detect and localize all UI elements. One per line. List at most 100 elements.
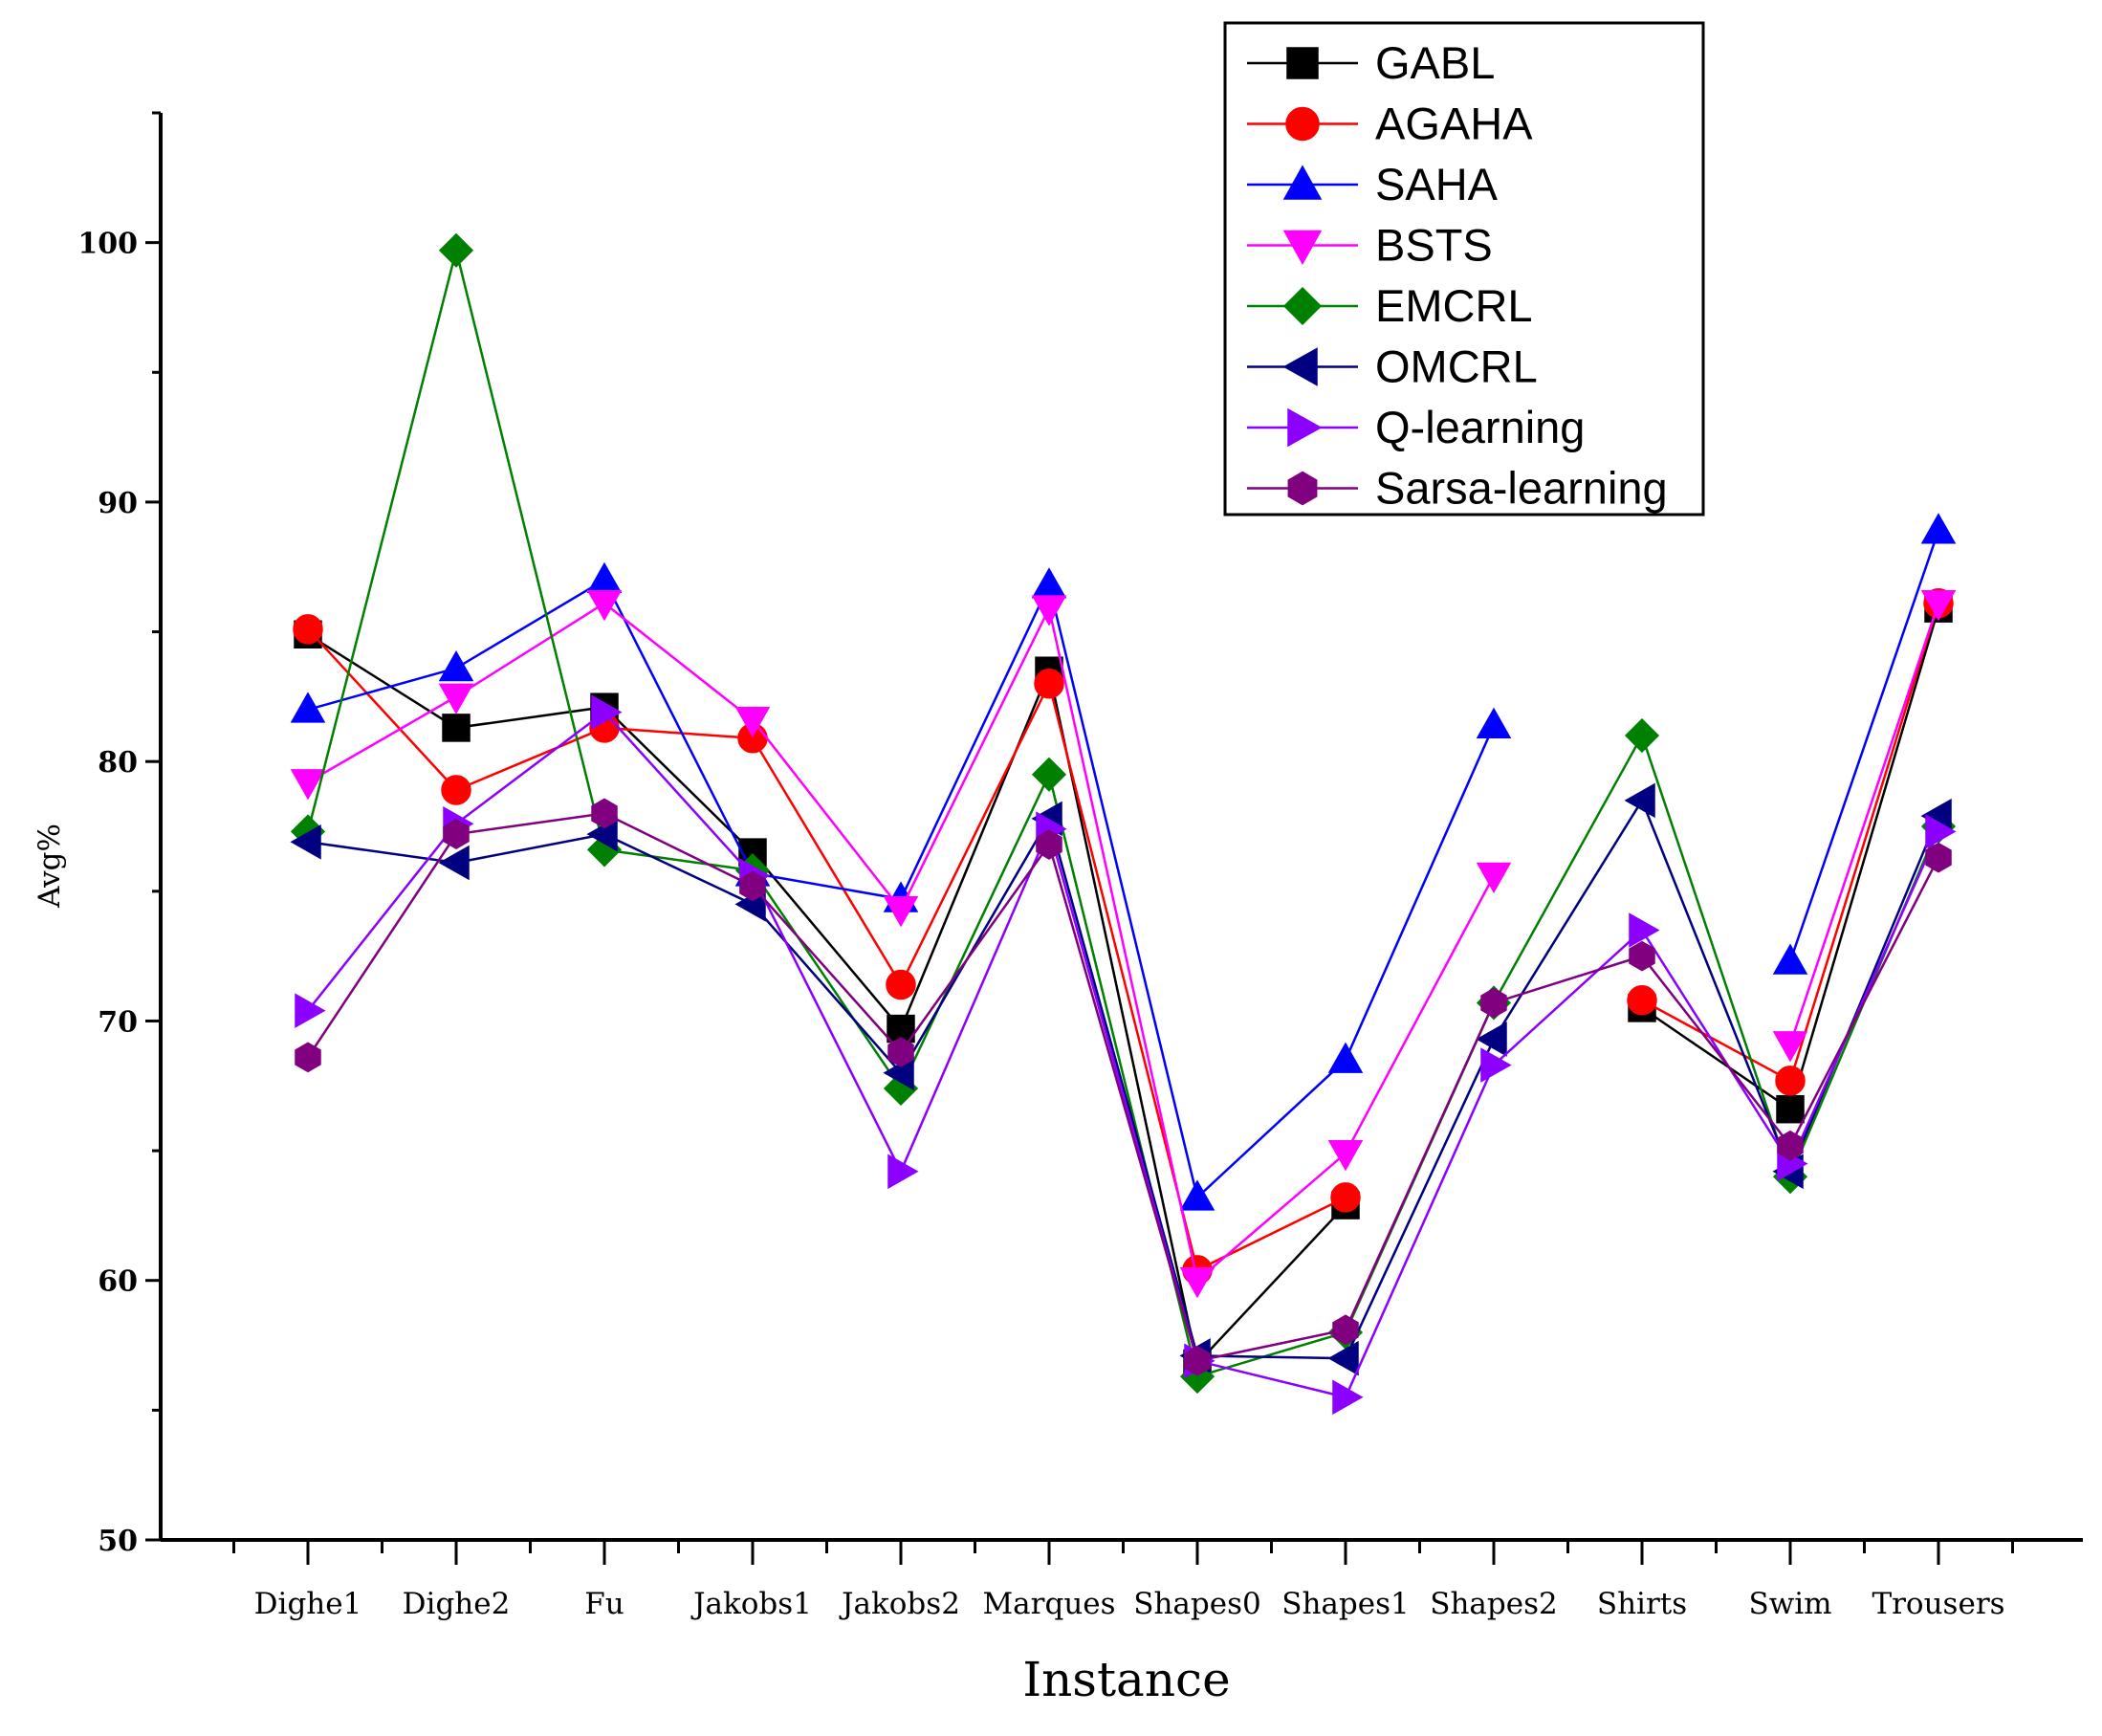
x-tick-label: Jakobs2 [839,1587,960,1621]
legend-marker [1282,347,1318,386]
legend-label: BSTS [1375,220,1493,271]
data-point [1330,1182,1361,1213]
data-point [438,845,470,881]
legend-label: Q-learning [1375,402,1585,452]
series-layer [290,232,1957,1416]
data-point [586,561,623,594]
x-tick-label: Dighe2 [403,1587,511,1621]
data-point [1772,943,1808,975]
data-point [295,993,326,1028]
data-point [438,650,474,682]
data-point [591,694,623,730]
legend: GABL AGAHA SAHA BSTS EMCRL OMCRL Q-learning Sar… [1223,21,1705,516]
series-sarsa-learning [295,798,1952,1376]
legend-label: SAHA [1375,159,1499,209]
y-tick-label: 70 [98,1005,138,1039]
series-line [306,812,1940,1363]
y-tick-label: 90 [98,487,138,520]
x-tick-label: Shirts [1597,1587,1687,1621]
series-line [307,798,1940,1360]
data-point [1179,1266,1215,1299]
x-tick-label: Shapes1 [1281,1587,1410,1621]
legend-item: OMCRL [1247,341,1538,392]
data-point [1480,1047,1512,1083]
data-point [1920,589,1957,622]
data-point [734,707,771,738]
series-bsts [290,589,1957,1299]
data-point [1627,985,1657,1016]
x-tick-label: Dighe1 [254,1587,362,1621]
data-point [739,870,766,902]
data-point [1031,567,1067,599]
data-point [887,1154,919,1190]
data-point [1036,829,1062,860]
data-point [591,798,618,829]
data-point [886,969,916,1000]
data-point [438,683,474,714]
series-line [306,250,1940,1378]
data-point [1332,1379,1364,1416]
legend-marker [1282,286,1323,326]
data-point [1777,1130,1804,1161]
x-tick-label: Shapes2 [1430,1587,1558,1621]
series-omcrl [290,782,1952,1376]
data-point [1624,782,1655,819]
series-line [1788,530,1940,962]
axes: 50 60 70 80 90 100 Dighe1 Dighe2 Fu Jakobs1 Jakobs… [77,111,2083,1621]
series-line [1788,603,1940,1045]
legend-label: Sarsa-learning [1375,463,1668,514]
data-point [1925,814,1957,849]
legend-marker [1286,47,1319,79]
data-point [1031,595,1067,626]
series-line [1641,603,1940,1083]
series-gabl [294,594,1953,1378]
data-point [1629,912,1660,948]
data-point [1775,1066,1806,1096]
data-point [1476,1022,1507,1057]
data-point [443,819,470,849]
legend-marker [1285,106,1320,142]
legend-item: SAHA [1247,159,1499,209]
data-point [290,824,321,860]
y-tick-label: 50 [98,1525,138,1558]
x-tick-label: Shapes0 [1133,1587,1261,1621]
data-point [438,232,474,268]
x-tick-label: Swim [1748,1587,1831,1621]
legend-marker [1287,407,1323,448]
data-point [1772,1031,1808,1063]
data-point [1776,1094,1805,1124]
y-tick-label: 80 [98,746,138,780]
data-point [295,1042,321,1073]
series-agaha [293,587,1954,1286]
x-tick-label: Trousers [1872,1587,2004,1621]
data-point [1332,1314,1359,1346]
x-tick-label: Fu [584,1587,624,1621]
x-tick-label: Jakobs1 [690,1587,812,1621]
x-tick-label: Marques [982,1587,1115,1621]
data-point [1327,1140,1364,1172]
data-point [1476,707,1512,738]
data-point [1925,842,1952,873]
data-point [1327,1340,1359,1376]
series-line [307,633,1347,1367]
data-point [290,769,326,801]
legend-label: AGAHA [1375,99,1533,149]
legend-item: Sarsa-learning [1247,463,1668,514]
legend-label: EMCRL [1375,280,1533,331]
data-point [1480,987,1507,1019]
legend-item: GABL [1247,37,1495,88]
series-q-learning [295,694,1957,1416]
data-point [290,692,326,723]
data-point [1327,1042,1364,1073]
legend-marker [1287,471,1318,506]
legend-label: OMCRL [1375,341,1538,392]
legend-label: GABL [1375,37,1495,88]
data-point [586,589,623,622]
y-tick-label: 60 [98,1265,138,1299]
data-point [1034,669,1064,699]
data-point [887,1037,914,1067]
data-point [442,714,471,742]
legend-item: EMCRL [1247,280,1533,331]
series-line [307,710,1940,1399]
